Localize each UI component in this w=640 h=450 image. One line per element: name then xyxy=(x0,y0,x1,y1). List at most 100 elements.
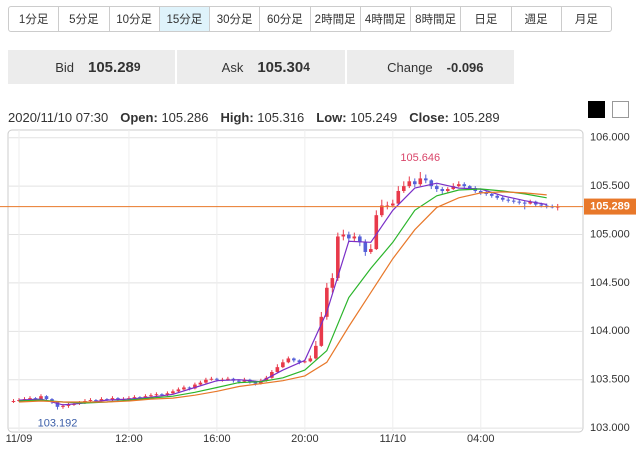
x-tick-label: 20:00 xyxy=(291,433,319,445)
candle-body xyxy=(209,378,214,380)
extreme-label: 103.192 xyxy=(38,417,78,429)
candle-body xyxy=(94,400,98,402)
timeframe-tab[interactable]: 月足 xyxy=(574,14,598,26)
candle-body xyxy=(352,236,357,239)
x-tick-label: 12:00 xyxy=(115,433,143,445)
light-theme-button[interactable] xyxy=(612,101,629,118)
info-label: Open: xyxy=(120,110,158,125)
candle-body xyxy=(401,186,406,191)
timeframe-tab[interactable]: 週足 xyxy=(512,7,562,31)
candle-body xyxy=(171,391,175,394)
y-tick-label: 105.500 xyxy=(590,180,630,192)
timeframe-tab[interactable]: 5分足 xyxy=(59,7,110,31)
candle-body xyxy=(325,287,329,317)
candle-body xyxy=(385,205,390,207)
info-value: 105.289 xyxy=(452,110,500,125)
info-value: 105.249 xyxy=(350,110,398,125)
candle-body xyxy=(165,393,170,396)
candle-body xyxy=(237,380,241,382)
timeframe-tab[interactable]: 30分足 xyxy=(210,7,261,31)
candle-body xyxy=(160,394,164,396)
y-tick-label: 106.000 xyxy=(590,132,630,144)
bid-pip: 9 xyxy=(133,60,141,74)
candle-body xyxy=(445,189,450,191)
candle-body xyxy=(303,361,307,363)
extreme-label: 105.646 xyxy=(400,152,440,164)
timeframe-tab[interactable]: 8時間足 xyxy=(411,7,462,31)
candle-body xyxy=(281,362,285,368)
candle-body xyxy=(204,379,208,383)
candle-body xyxy=(336,236,340,279)
candle-body xyxy=(440,189,445,191)
candle-body xyxy=(55,401,60,407)
candle-body xyxy=(39,396,43,400)
ask-value: 105.30 xyxy=(257,58,304,76)
timeframe-tab[interactable]: 2時間足 xyxy=(311,7,361,31)
y-tick-label: 104.500 xyxy=(590,277,630,289)
plot-frame xyxy=(7,129,584,433)
timeframe-tab[interactable]: 10分足 xyxy=(110,7,160,31)
candle-body xyxy=(369,249,373,252)
candle-body xyxy=(292,358,296,361)
ask-label: Ask xyxy=(221,59,244,75)
x-tick-label: 11/09 xyxy=(6,433,33,445)
candle-body xyxy=(374,215,379,250)
candle-body xyxy=(434,186,439,190)
timeframe-tab[interactable]: 1分足 xyxy=(9,7,60,31)
candle-body xyxy=(99,399,104,402)
candle-body xyxy=(478,190,483,193)
change-value: -0.096 xyxy=(446,59,484,75)
candle-body xyxy=(215,378,219,380)
timeframe-tab[interactable]: 4時間足 xyxy=(361,7,411,31)
candle-body xyxy=(511,200,516,202)
candle-body xyxy=(28,398,32,400)
quote-bar: Bid 105.28 9 Ask 105.30 4 Change -0.096 xyxy=(8,50,514,84)
candle-body xyxy=(198,382,203,385)
timeframe-tab[interactable]: 15分足 xyxy=(159,7,210,31)
timeframe-tab[interactable]: 60分足 xyxy=(260,7,311,31)
candle-body xyxy=(275,367,280,372)
info-label: Low: xyxy=(316,110,347,125)
dark-theme-button[interactable] xyxy=(588,101,605,118)
ask-cell: Ask 105.30 4 xyxy=(177,50,345,84)
candle-body xyxy=(467,186,472,189)
candle-body xyxy=(193,384,197,389)
moving-average-line xyxy=(18,191,547,403)
y-tick-label: 105.000 xyxy=(590,228,630,240)
candle-body xyxy=(522,202,527,204)
candle-body xyxy=(396,190,401,204)
candle-body xyxy=(330,278,335,288)
bid-label: Bid xyxy=(55,59,74,75)
candle-body xyxy=(33,398,38,400)
candle-body xyxy=(176,389,181,392)
info-value: 105.316 xyxy=(257,110,305,125)
candle-body xyxy=(66,404,71,406)
candle-body xyxy=(456,184,461,187)
y-tick-label: 104.000 xyxy=(590,325,630,337)
candle-body xyxy=(132,397,137,399)
info-label: Close: xyxy=(409,110,449,125)
timeframe-tabs: 1分足 5分足 10分足 15分足 30分足 60分足 2時間足 4時間足 8時間足 日足 週足 月足 xyxy=(8,6,612,32)
candle-body xyxy=(500,197,505,200)
candle-body xyxy=(44,396,49,400)
candle-body xyxy=(412,181,417,185)
current-price-label: 105.289 xyxy=(590,200,630,212)
candle-body xyxy=(149,395,153,397)
candle-body xyxy=(319,316,324,346)
candle-body xyxy=(489,193,494,196)
candle-body xyxy=(88,400,93,402)
candle-body xyxy=(390,203,395,206)
x-tick-label: 16:00 xyxy=(203,433,231,445)
y-tick-label: 103.000 xyxy=(590,422,630,434)
bid-cell: Bid 105.28 9 xyxy=(8,50,176,84)
ask-pip: 4 xyxy=(303,60,310,74)
candle-body xyxy=(506,199,511,201)
timeframe-tab[interactable]: 日足 xyxy=(461,7,512,31)
candle-body xyxy=(116,398,120,400)
info-time: 2020/11/10 07:30 xyxy=(8,110,109,125)
candle-body xyxy=(347,234,351,239)
bid-value: 105.28 xyxy=(88,58,134,76)
candle-body xyxy=(61,405,65,407)
candle-body xyxy=(182,387,186,390)
